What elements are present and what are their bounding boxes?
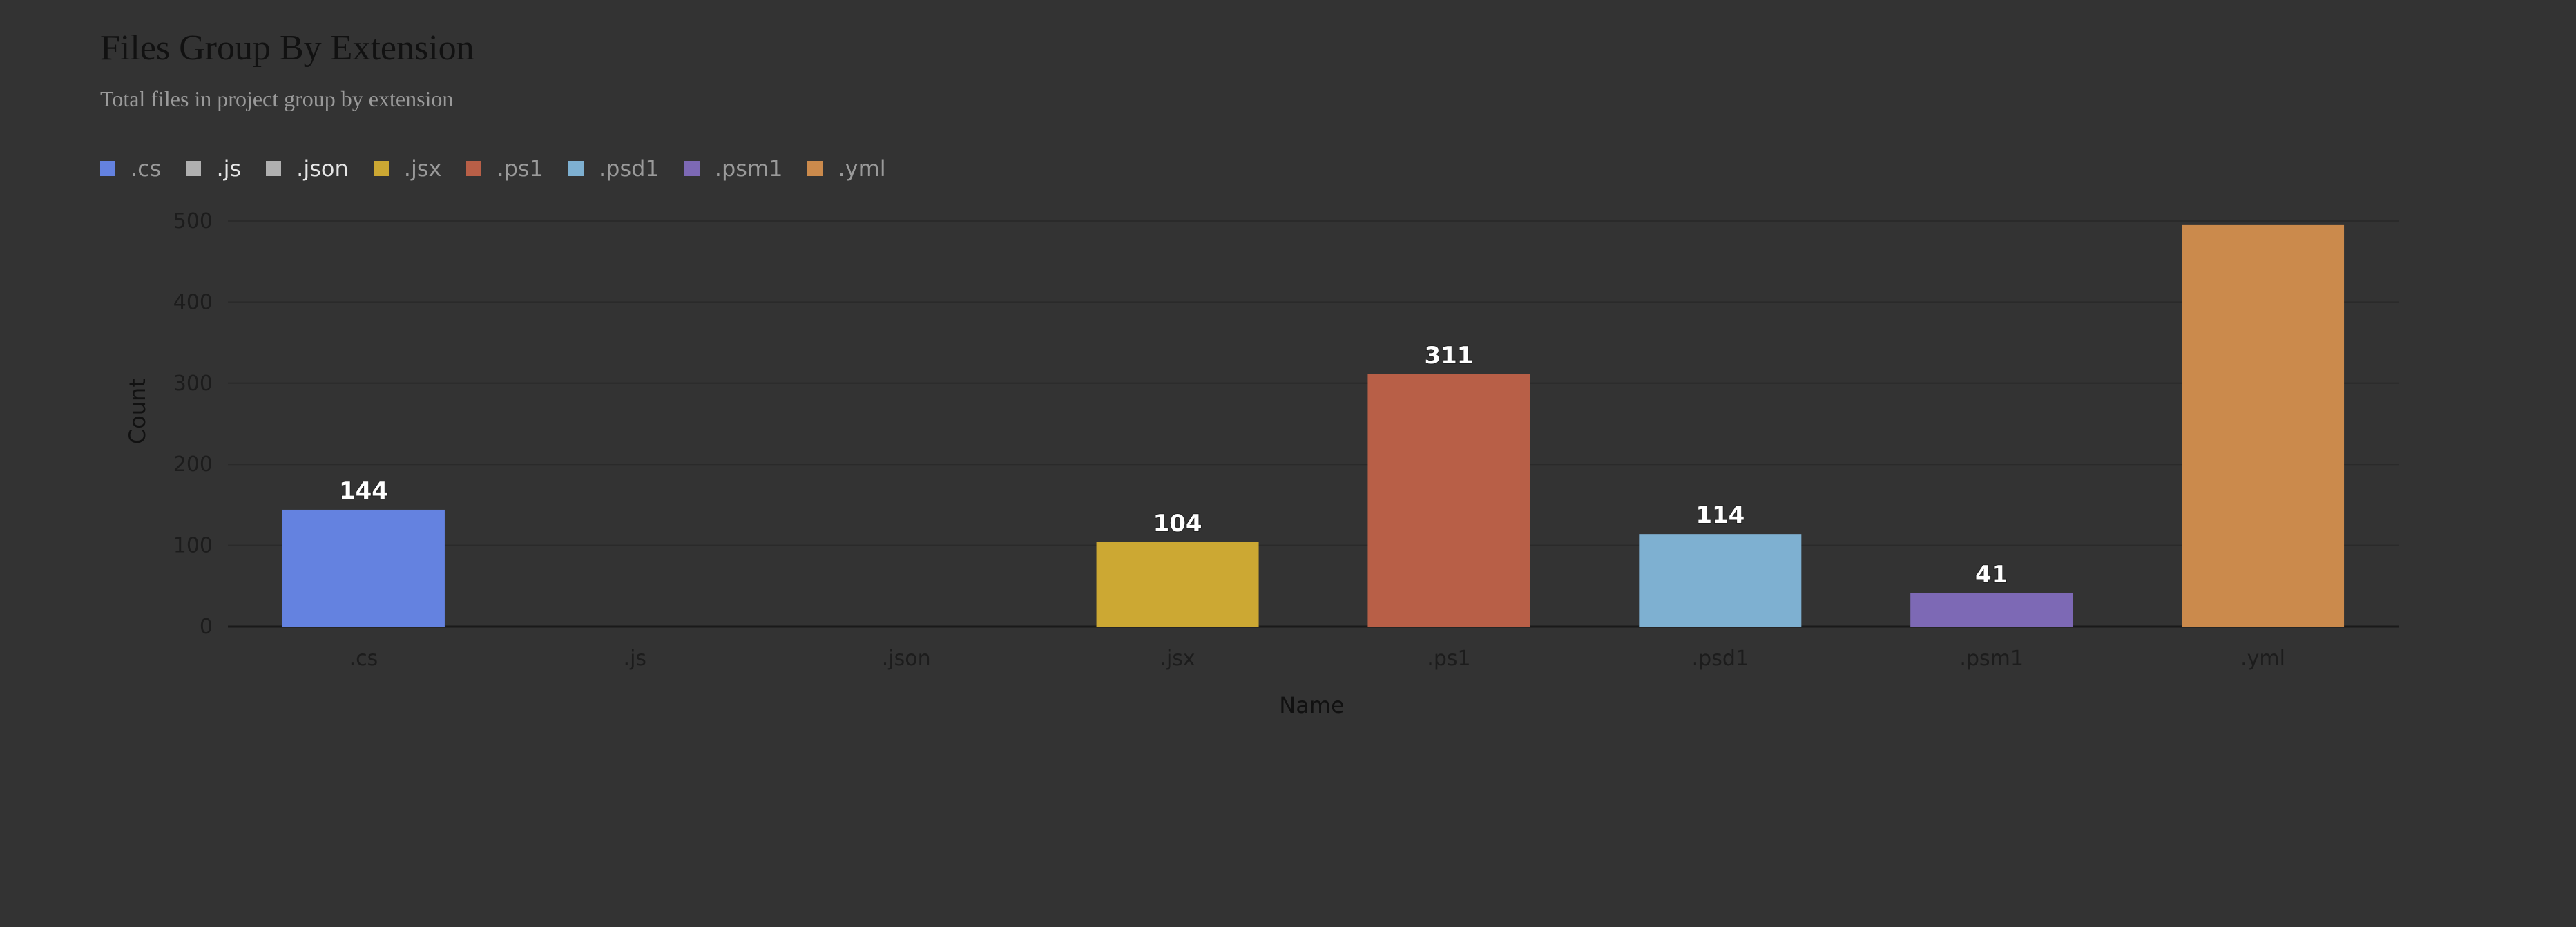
x-tick-label: .yml xyxy=(2240,647,2285,671)
x-axis-ticks: .cs .js .json .jsx .ps1 .psd1 .psm1 .yml xyxy=(349,647,2285,671)
bars xyxy=(282,224,2345,627)
legend-swatch xyxy=(466,161,482,176)
data-label: 114 xyxy=(1695,501,1744,529)
data-label: 144 xyxy=(339,477,388,505)
bar-psd1[interactable] xyxy=(1639,534,1802,627)
y-axis-title: Count xyxy=(124,379,151,444)
x-tick-label: .jsx xyxy=(1160,647,1195,671)
bar-psm1[interactable] xyxy=(1910,593,2073,627)
x-tick-label: .json xyxy=(882,647,931,671)
legend-item-psm1[interactable]: .psm1 xyxy=(684,155,783,182)
x-tick-label: .psd1 xyxy=(1692,647,1749,671)
bar-cs[interactable] xyxy=(282,509,445,627)
legend-label: .js xyxy=(216,155,242,182)
legend-swatch xyxy=(266,161,282,176)
legend-swatch xyxy=(807,161,823,176)
legend-label: .jsx xyxy=(403,155,442,182)
legend-label: .cs xyxy=(131,155,162,182)
data-label: 311 xyxy=(1424,342,1473,370)
x-tick-label: .cs xyxy=(349,647,378,671)
legend-swatch xyxy=(568,161,584,176)
chart-title: Files Group By Extension xyxy=(100,28,474,68)
legend-label: .json xyxy=(296,155,349,182)
legend-item-jsx[interactable]: .jsx xyxy=(373,155,442,182)
legend-label: .ps1 xyxy=(497,155,544,182)
y-tick-label: 100 xyxy=(173,534,213,558)
y-tick-label: 400 xyxy=(173,290,213,314)
legend-item-cs[interactable]: .cs xyxy=(100,155,161,182)
bar-jsx[interactable] xyxy=(1096,542,1259,627)
y-tick-label: 200 xyxy=(173,452,213,477)
x-tick-label: .ps1 xyxy=(1427,647,1470,671)
legend-item-psd1[interactable]: .psd1 xyxy=(568,155,660,182)
legend-label: .yml xyxy=(838,155,886,182)
legend-swatch xyxy=(373,161,389,176)
x-tick-label: .psm1 xyxy=(1959,647,2024,671)
legend-item-js[interactable]: .js xyxy=(186,155,241,182)
legend-label: .psd1 xyxy=(598,155,660,182)
legend-swatch xyxy=(186,161,202,176)
legend-item-ps1[interactable]: .ps1 xyxy=(466,155,544,182)
data-label: 41 xyxy=(1975,561,2008,589)
bar-yml[interactable] xyxy=(2182,224,2345,627)
y-tick-label: 0 xyxy=(200,615,213,639)
y-tick-label: 300 xyxy=(173,372,213,396)
legend-item-yml[interactable]: .yml xyxy=(807,155,886,182)
x-tick-label: .js xyxy=(624,647,647,671)
bar-ps1[interactable] xyxy=(1367,374,1530,627)
legend-label: .psm1 xyxy=(714,155,783,182)
x-axis-title: Name xyxy=(1279,692,1344,718)
chart-legend: .cs .js .json .jsx .ps1 .psd1 .psm1 .yml xyxy=(100,153,911,184)
legend-swatch xyxy=(100,161,115,176)
chart-subtitle: Total files in project group by extensio… xyxy=(100,86,454,111)
legend-item-json[interactable]: .json xyxy=(266,155,349,182)
grid-lines xyxy=(228,220,2399,628)
y-tick-label: 500 xyxy=(173,209,213,233)
data-labels: 144 104 311 114 41 xyxy=(338,341,2008,589)
data-label: 104 xyxy=(1153,510,1202,537)
legend-swatch xyxy=(684,161,700,176)
y-axis-ticks: 0 100 200 300 400 500 xyxy=(173,209,213,639)
